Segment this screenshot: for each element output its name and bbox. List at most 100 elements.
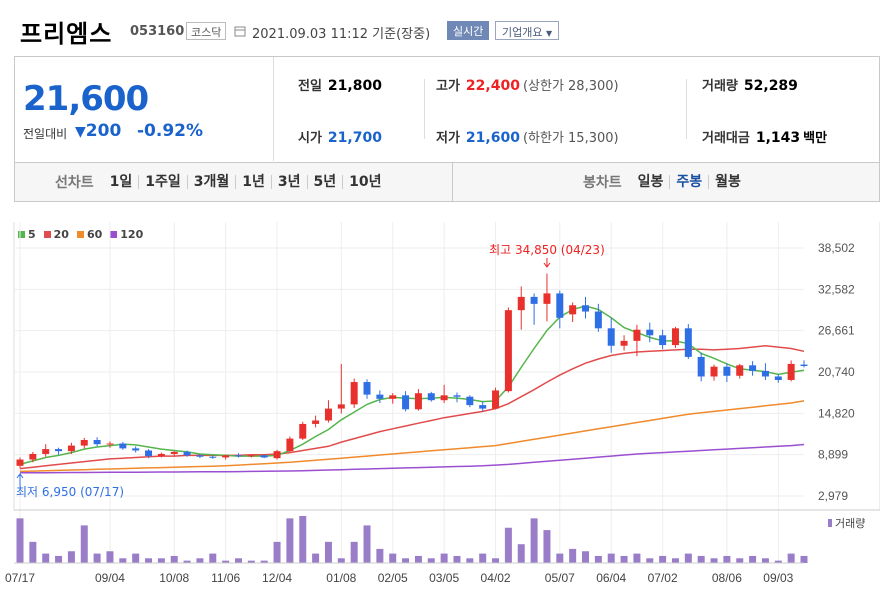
candle-body	[504, 310, 512, 392]
volume-bar	[761, 558, 769, 563]
stock-name: 프리엠스	[20, 20, 113, 48]
candle-body	[543, 293, 551, 304]
candle-body	[684, 328, 692, 357]
period-line_periods-3[interactable]: 1년	[235, 175, 271, 189]
change-amount: ▼200	[75, 121, 122, 141]
y-tick-label: 26,661	[818, 324, 855, 338]
candle-body	[170, 451, 178, 454]
stat-open: 시가 21,700	[298, 130, 382, 146]
realtime-button[interactable]: 실시간	[447, 21, 490, 40]
volume-bar	[55, 555, 63, 563]
x-tick-label: 05/07	[545, 571, 575, 585]
chevron-down-icon: ▼	[545, 29, 553, 38]
candle-body	[260, 455, 268, 458]
volume-bar	[710, 558, 718, 563]
candle-body	[80, 440, 88, 446]
period-line_periods-1[interactable]: 1주일	[138, 175, 187, 189]
volume-bar	[80, 525, 88, 563]
candle-body	[209, 456, 217, 458]
y-tick-label: 32,582	[818, 282, 855, 296]
candle-body	[376, 394, 384, 399]
candle-body	[697, 356, 705, 377]
volume-bar	[633, 553, 641, 563]
candle-body	[736, 365, 744, 376]
legend-item-ma5: 5	[18, 228, 36, 241]
candle-body	[93, 440, 101, 445]
volume-bar	[414, 555, 422, 563]
low-annotation: 최저 6,950 (07/17)	[16, 485, 124, 499]
period-line_periods-6[interactable]: 10년	[342, 175, 387, 189]
volume-bar	[337, 558, 345, 563]
period-line_periods-2[interactable]: 3개월	[186, 175, 236, 189]
candle-body	[312, 420, 320, 424]
x-tick-label: 09/03	[763, 571, 793, 585]
line-chart-label: 선차트	[55, 175, 94, 191]
candle-body	[42, 449, 50, 454]
volume-bar	[479, 553, 487, 563]
x-tick-label: 01/08	[326, 571, 356, 585]
stat-volume: 거래량 52,289	[702, 78, 798, 94]
period-candle_periods-0[interactable]: 일봉	[637, 174, 664, 190]
candle-body	[787, 363, 795, 380]
candle-body	[466, 396, 474, 406]
candle-body	[67, 445, 75, 452]
candle-body	[350, 382, 358, 405]
volume-bar	[440, 553, 448, 563]
volume-bar	[222, 560, 230, 563]
volume-bar	[93, 553, 101, 563]
candle-body	[517, 296, 525, 311]
y-tick-label: 2,979	[818, 489, 848, 503]
volume-bar	[376, 548, 384, 563]
candle-body	[132, 448, 140, 451]
stock-header: 프리엠스 053160 코스닥 2021.09.03 11:12 기준(장중) …	[0, 0, 880, 58]
ma-legend: 5 20 60 120	[18, 228, 143, 241]
candle-body	[183, 451, 191, 456]
volume-bar	[723, 555, 731, 563]
change-percent: -0.92%	[137, 121, 204, 141]
volume-bar	[594, 555, 602, 563]
period-line_periods-5[interactable]: 5년	[306, 175, 343, 189]
company-overview-dropdown[interactable]: 기업개요 ▼	[495, 21, 560, 40]
price-chart: 38,502 32,582 26,661 20,740 14,820 8,899 2,979…	[5, 222, 880, 585]
candle-body	[582, 305, 590, 312]
x-tick-label: 10/08	[159, 571, 189, 585]
period-line_periods-4[interactable]: 3년	[270, 175, 307, 189]
candle-body	[286, 438, 294, 452]
period-line_periods-0[interactable]: 1일	[109, 174, 133, 190]
x-tick-label: 08/06	[712, 571, 742, 585]
candle-body	[710, 366, 718, 377]
period-candle_periods-1[interactable]: 주봉	[669, 175, 708, 189]
y-tick-label: 20,740	[818, 365, 855, 379]
volume-bar	[543, 530, 551, 563]
candle-body	[633, 329, 641, 341]
volume-bar	[42, 553, 50, 563]
candle-body	[607, 328, 615, 346]
volume-bar	[530, 518, 538, 563]
stat-high: 고가 22,400 (상한가 28,300)	[436, 78, 619, 94]
chart-toolbar: 선차트 1일 1주일 3개월 1년 3년 5년 10년 봉차트 일봉 주봉 월봉	[14, 162, 880, 202]
volume-bar	[659, 555, 667, 563]
candle-body	[427, 393, 435, 401]
candle-body	[530, 296, 538, 304]
x-tick-label: 03/05	[429, 571, 459, 585]
candle-body	[106, 443, 114, 445]
period-candle_periods-2[interactable]: 월봉	[708, 175, 747, 189]
stat-prev-close: 전일 21,800	[298, 78, 382, 94]
volume-bar	[504, 527, 512, 563]
ma-line-ma20	[19, 345, 805, 470]
quote-datetime: 2021.09.03 11:12 기준(장중)	[252, 27, 431, 42]
candle-body	[273, 451, 281, 459]
volume-bar	[119, 558, 127, 563]
candle-body	[492, 390, 500, 409]
candle-body	[569, 305, 577, 315]
candle-body	[453, 395, 461, 397]
candle-body	[556, 293, 564, 318]
volume-bar	[620, 555, 628, 563]
candle-body	[659, 335, 667, 346]
quote-summary: 21,600 전일대비 ▼200 -0.92% 전일 21,800 시가 21,70…	[14, 56, 880, 162]
volume-bar	[466, 558, 474, 563]
x-tick-label: 11/06	[211, 571, 240, 585]
volume-bar	[209, 553, 217, 563]
candle-body	[646, 329, 654, 336]
volume-legend-swatch	[828, 519, 832, 527]
